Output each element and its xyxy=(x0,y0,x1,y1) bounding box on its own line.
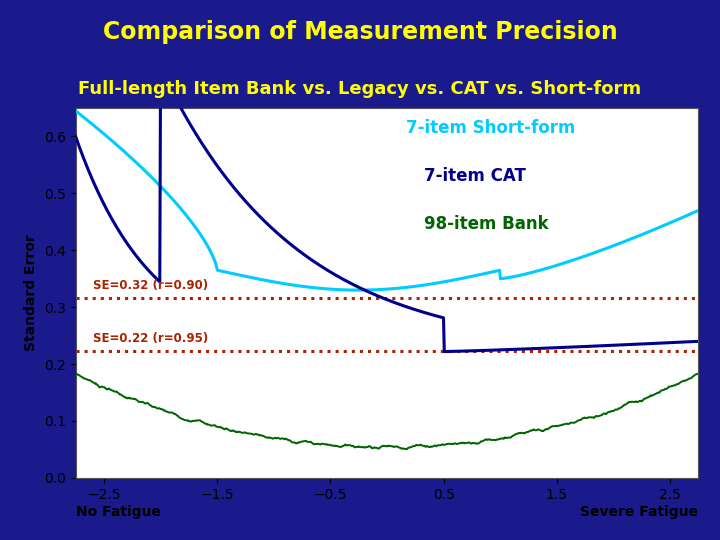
Text: SE=0.32 (r=0.90): SE=0.32 (r=0.90) xyxy=(93,279,207,292)
Text: Comparison of Measurement Precision: Comparison of Measurement Precision xyxy=(103,21,617,44)
Text: 98-item Bank: 98-item Bank xyxy=(424,215,549,233)
Text: 7-item CAT: 7-item CAT xyxy=(424,167,526,185)
Y-axis label: Standard Error: Standard Error xyxy=(24,234,38,352)
Text: Full-length Item Bank vs. Legacy vs. CAT vs. Short-form: Full-length Item Bank vs. Legacy vs. CAT… xyxy=(78,79,642,98)
Text: Severe Fatigue: Severe Fatigue xyxy=(580,505,698,519)
Text: SE=0.22 (r=0.95): SE=0.22 (r=0.95) xyxy=(93,332,208,345)
Text: No Fatigue: No Fatigue xyxy=(76,505,161,519)
Text: 7-item Short-form: 7-item Short-form xyxy=(405,119,575,137)
